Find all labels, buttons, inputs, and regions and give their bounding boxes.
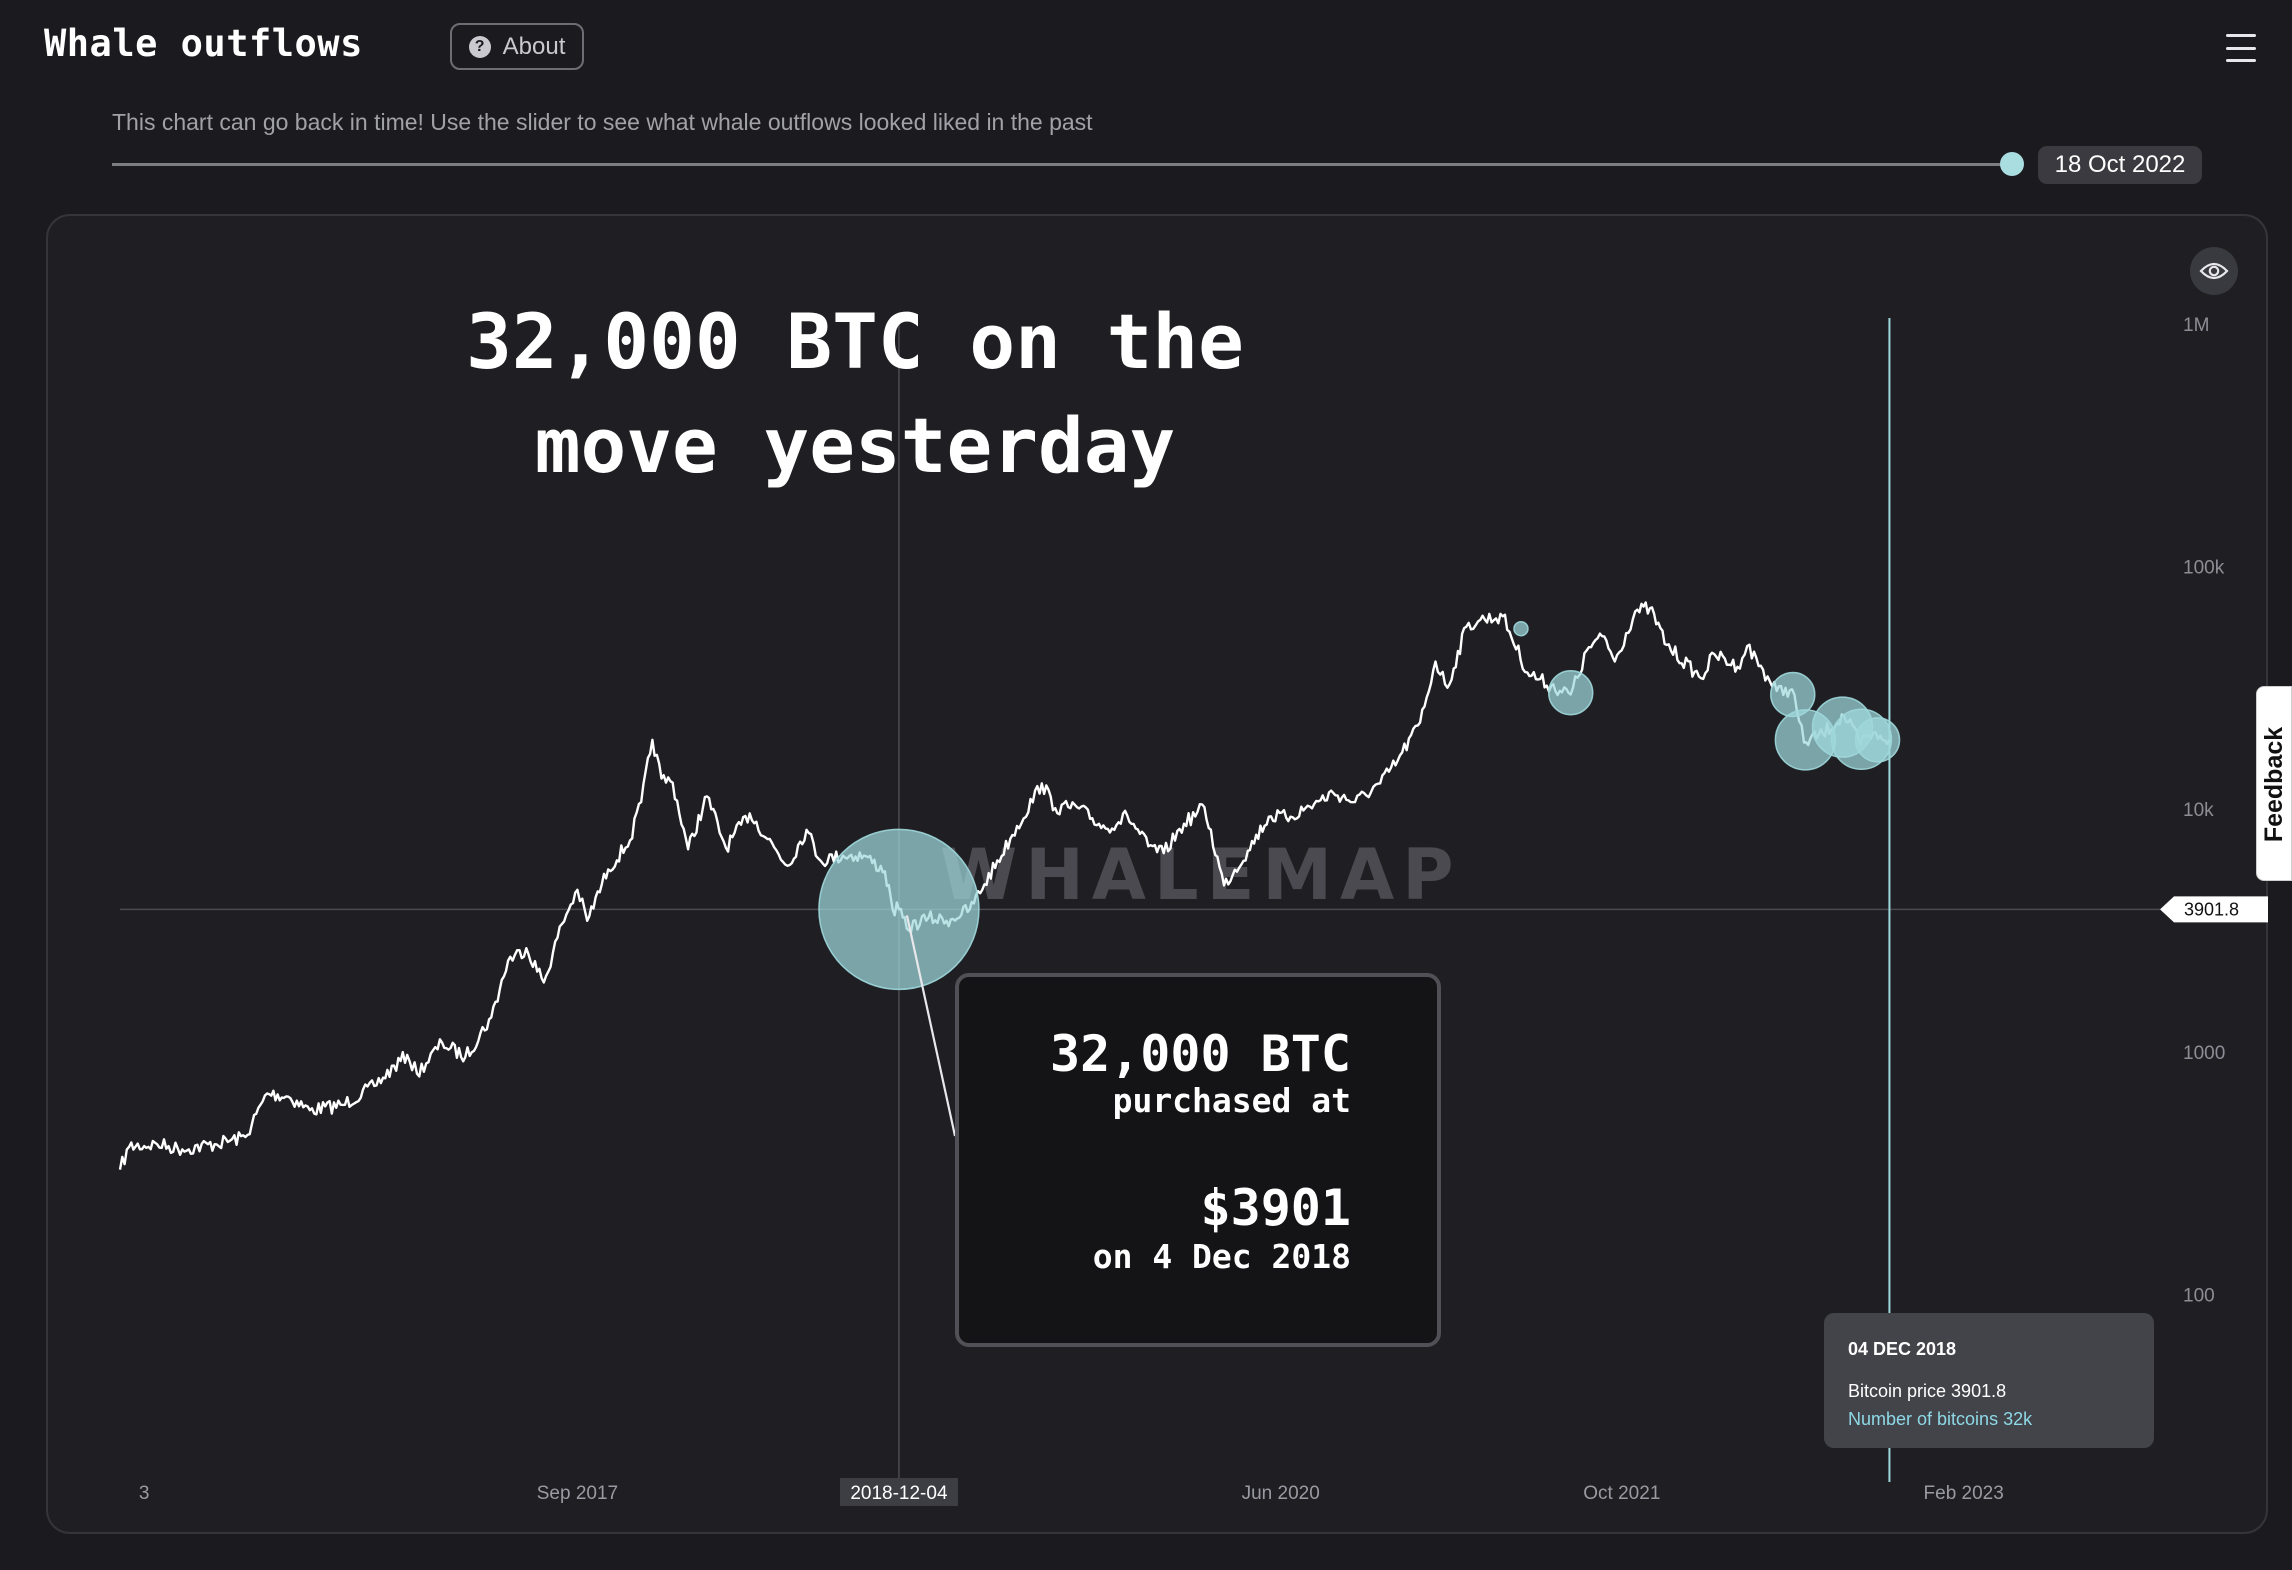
eye-icon[interactable] — [2190, 247, 2238, 295]
whale-bubble — [1513, 620, 1529, 637]
crosshair-price-label: 3901.8 — [2184, 899, 2239, 919]
tooltip-date: 04 DEC 2018 — [1848, 1339, 1957, 1359]
x-tick-label: Feb 2023 — [1924, 1483, 2004, 1504]
x-tick-label: Sep 2017 — [537, 1483, 618, 1504]
crosshair-date-label: 2018-12-04 — [850, 1483, 948, 1504]
tooltip-price: Bitcoin price 3901.8 — [1848, 1381, 2007, 1401]
bitcoin-price-line — [118, 601, 1891, 1170]
feedback-tab[interactable]: Feedback — [2256, 686, 2292, 881]
x-tick-label: Oct 2021 — [1583, 1483, 1660, 1504]
page-title: Whale outflows — [44, 22, 363, 65]
y-tick-label: 100 — [2183, 1285, 2215, 1306]
whale-annotation-box: 32,000 BTC purchased at $3901 on 4 Dec 2… — [955, 973, 1441, 1347]
y-tick-label: 100k — [2183, 558, 2225, 579]
whale-bubble — [818, 828, 980, 991]
slider-hint: This chart can go back in time! Use the … — [112, 109, 1093, 135]
time-slider-handle[interactable] — [2000, 152, 2024, 176]
question-circle-icon: ? — [468, 35, 491, 58]
crosshair-price-badge — [2160, 896, 2268, 923]
annotation-leader-line — [905, 915, 957, 1137]
hamburger-menu-icon[interactable] — [2226, 34, 2256, 62]
annotation-purchased-label: purchased at — [1112, 1081, 1351, 1120]
about-button-label: About — [502, 32, 566, 60]
y-tick-label: 1000 — [2183, 1043, 2225, 1064]
y-tick-label: 10k — [2183, 800, 2214, 821]
chart-tooltip: 04 DEC 2018 Bitcoin price 3901.8 Number … — [1824, 1313, 2154, 1448]
about-button[interactable]: ? About — [450, 23, 584, 70]
tooltip-coins: Number of bitcoins 32k — [1848, 1409, 2033, 1429]
y-tick-label: 1M — [2183, 315, 2209, 336]
feedback-label: Feedback — [2260, 726, 2289, 843]
annotation-amount: 32,000 BTC — [1049, 1025, 1351, 1083]
whale-bubble — [1547, 669, 1594, 716]
annotation-date: on 4 Dec 2018 — [1092, 1237, 1351, 1276]
watermark: WHALEMAP — [940, 834, 1462, 916]
x-tick-label: Jun 2020 — [1242, 1483, 1320, 1504]
time-slider-date-badge: 18 Oct 2022 — [2038, 146, 2202, 184]
time-slider-track[interactable] — [112, 163, 2012, 166]
crosshair-date-badge — [839, 1478, 958, 1506]
annotation-price: $3901 — [1200, 1179, 1351, 1237]
whale-bubble — [1854, 717, 1901, 763]
x-tick-label: 3 — [139, 1483, 150, 1504]
chart-headline: 32,000 BTC on the move yesterday — [466, 297, 1244, 490]
